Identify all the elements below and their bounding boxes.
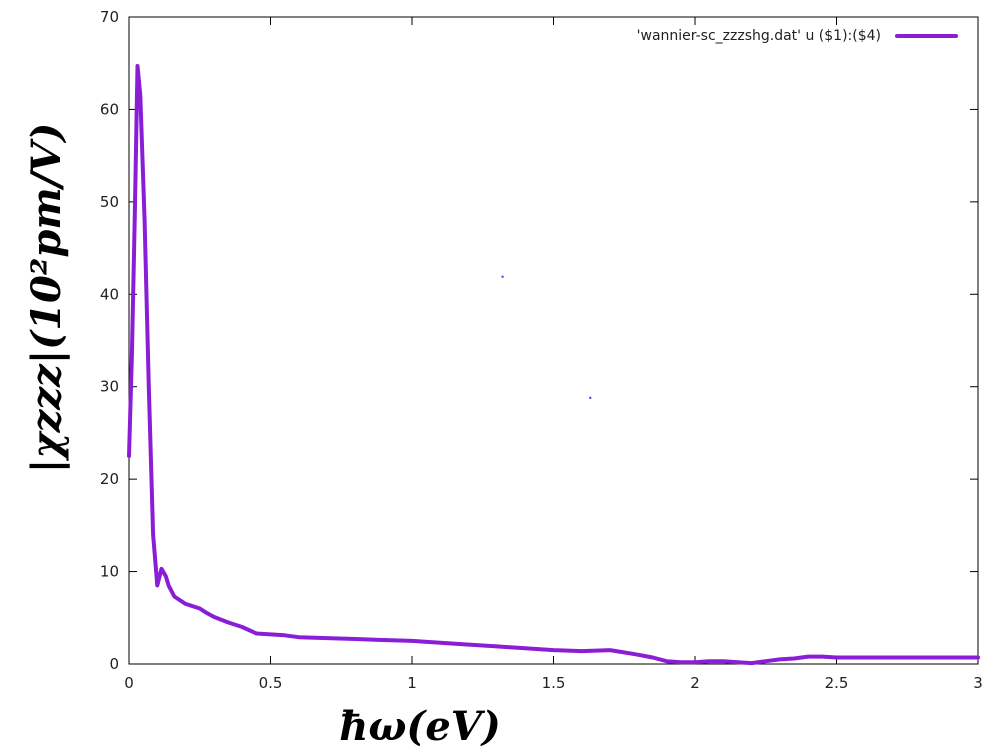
series-layer: [127, 64, 980, 666]
axis-ticks: [128, 16, 979, 665]
y-tick-label: 0: [109, 655, 119, 673]
y-tick-label: 50: [100, 193, 119, 211]
y-tick-label: 30: [100, 378, 119, 396]
y-tick-label: 20: [100, 470, 119, 488]
x-tick-label: 1.5: [542, 674, 566, 692]
series-line: [127, 64, 980, 666]
stray-point: [589, 396, 592, 399]
y-tick-label: 40: [100, 285, 119, 303]
x-axis-title: ħω(eV): [339, 703, 501, 750]
plot-frame: [128, 16, 979, 665]
stray-point: [501, 275, 504, 278]
x-tick-label: 2: [690, 674, 700, 692]
x-tick-label: 2.5: [825, 674, 849, 692]
y-tick-label: 70: [100, 8, 119, 26]
x-tick-label: 0: [124, 674, 134, 692]
x-tick-label: 1: [407, 674, 417, 692]
x-tick-label: 3: [973, 674, 983, 692]
x-tick-label: 0.5: [259, 674, 283, 692]
legend-label: 'wannier-sc_zzzshg.dat' u ($1):($4): [637, 28, 881, 44]
y-tick-label: 10: [100, 563, 119, 581]
y-axis-title: |χzzz|(10²pm/V): [23, 123, 70, 474]
y-tick-label: 60: [100, 100, 119, 118]
stray-points-layer: [501, 275, 592, 399]
